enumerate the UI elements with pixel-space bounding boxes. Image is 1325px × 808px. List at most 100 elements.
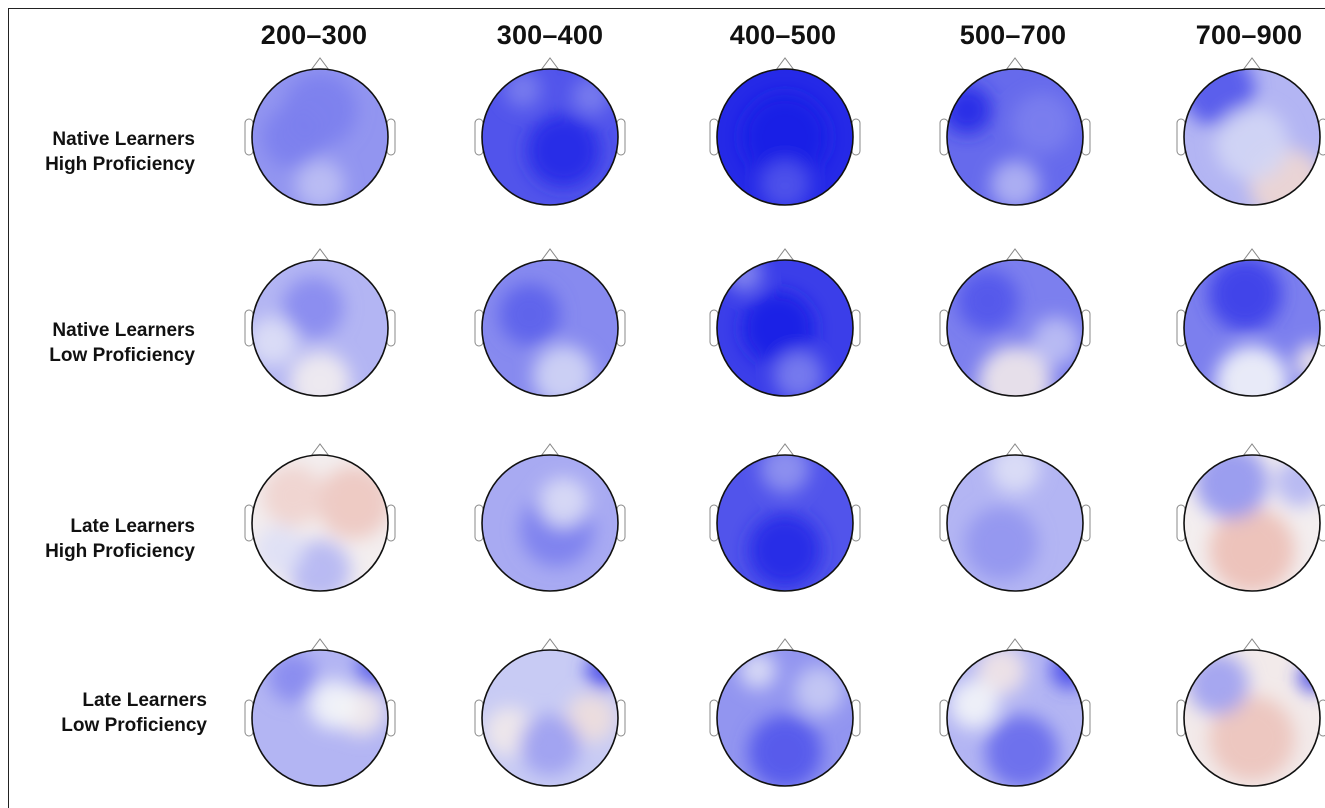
topomap-blob: [794, 666, 844, 716]
head-outline: [481, 649, 619, 787]
head-outline: [946, 68, 1084, 206]
topomap-blob: [498, 283, 561, 345]
topomap-blob: [317, 465, 388, 540]
topomap: [474, 57, 626, 206]
topomap-blob: [252, 317, 297, 367]
topomap: [709, 248, 861, 397]
row-label-late-high: Late Learners High Proficiency: [0, 514, 195, 564]
head-outline: [481, 454, 619, 592]
topomap-blob: [957, 270, 1019, 332]
topomap: [939, 638, 1091, 787]
nose: [310, 443, 330, 457]
head-outline: [946, 454, 1084, 592]
head-outline: [946, 649, 1084, 787]
topomap-blob: [739, 652, 777, 689]
topomap-blob: [1209, 695, 1295, 782]
topomap: [244, 638, 396, 787]
topomap-blob: [282, 277, 344, 339]
topomap-blob: [519, 714, 581, 776]
topomap-blob: [1275, 457, 1320, 507]
topomap-blob: [533, 345, 595, 396]
topomap-blob: [985, 715, 1059, 786]
topomap: [474, 443, 626, 592]
nose: [1242, 443, 1262, 457]
column-label-500-700: 500–700: [959, 20, 1067, 50]
row-label-late-low: Late Learners Low Proficiency: [0, 688, 207, 738]
column-label-200-300: 200–300: [260, 20, 368, 50]
row-label-group: Late Learners: [82, 690, 207, 711]
topomap-blob: [1208, 260, 1282, 331]
topomap: [939, 443, 1091, 592]
topomap: [244, 57, 396, 206]
head-outline: [481, 68, 619, 206]
head-outline: [251, 454, 389, 592]
column-label-700-900: 700–900: [1195, 20, 1303, 50]
topomap-blob: [1051, 652, 1083, 689]
topomap-blob: [526, 113, 601, 188]
topomap-blob: [504, 71, 542, 108]
nose: [1005, 248, 1025, 262]
nose: [775, 57, 795, 71]
topomap-blob: [990, 160, 1040, 205]
nose: [540, 638, 560, 652]
topomap-blob: [1194, 455, 1269, 519]
topomap-blob: [1031, 317, 1081, 367]
nose: [310, 248, 330, 262]
topomap: [1176, 248, 1325, 397]
head-outline: [251, 649, 389, 787]
topomap-blob: [566, 693, 616, 743]
topomap-blob: [289, 540, 351, 591]
row-label-native-high: Native Learners High Proficiency: [0, 127, 195, 177]
nose: [1005, 57, 1025, 71]
topomap-blob: [748, 513, 822, 587]
topomap-blob: [262, 465, 324, 527]
row-label-proficiency: High Proficiency: [45, 541, 195, 562]
nose: [310, 57, 330, 71]
head-outline: [1183, 68, 1321, 206]
topomap-blob: [268, 652, 318, 702]
topomap: [244, 248, 396, 397]
figure-frame: [8, 8, 1325, 808]
nose: [1242, 57, 1262, 71]
topomap-blob: [309, 679, 359, 729]
nose: [1242, 248, 1262, 262]
row-label-native-low: Native Learners Low Proficiency: [0, 318, 195, 368]
topomap: [939, 248, 1091, 397]
topomap-blob: [760, 160, 810, 205]
topomap-blob: [742, 94, 828, 180]
topomap: [244, 443, 396, 592]
head-outline: [716, 454, 854, 592]
topomap-blob: [539, 478, 589, 528]
row-label-proficiency: High Proficiency: [45, 154, 195, 175]
topomap-blob: [356, 652, 388, 689]
nose: [540, 248, 560, 262]
topomap-blob: [289, 351, 351, 396]
row-label-group: Late Learners: [70, 516, 195, 537]
topomap: [1176, 638, 1325, 787]
topomap-blob: [978, 345, 1052, 396]
topomap-blob: [1187, 653, 1249, 715]
head-outline: [1183, 454, 1321, 592]
row-label-proficiency: Low Proficiency: [61, 715, 207, 736]
head-outline: [946, 259, 1084, 397]
nose: [1005, 638, 1025, 652]
topomap: [939, 57, 1091, 206]
topomap-blob: [748, 715, 822, 786]
topomap-blob: [254, 525, 304, 575]
row-label-group: Native Learners: [52, 129, 195, 150]
topomap: [709, 638, 861, 787]
nose: [775, 638, 795, 652]
topomap-blob: [1215, 107, 1289, 181]
nose: [540, 57, 560, 71]
column-label-400-500: 400–500: [729, 20, 837, 50]
topomap: [1176, 443, 1325, 592]
nose: [1005, 443, 1025, 457]
head-outline: [251, 68, 389, 206]
head-outline: [481, 259, 619, 397]
row-label-group: Native Learners: [52, 320, 195, 341]
topomap: [1176, 57, 1325, 206]
topomap-blob: [976, 650, 1026, 695]
topomap-blob: [947, 85, 992, 135]
head-outline: [1183, 259, 1321, 397]
